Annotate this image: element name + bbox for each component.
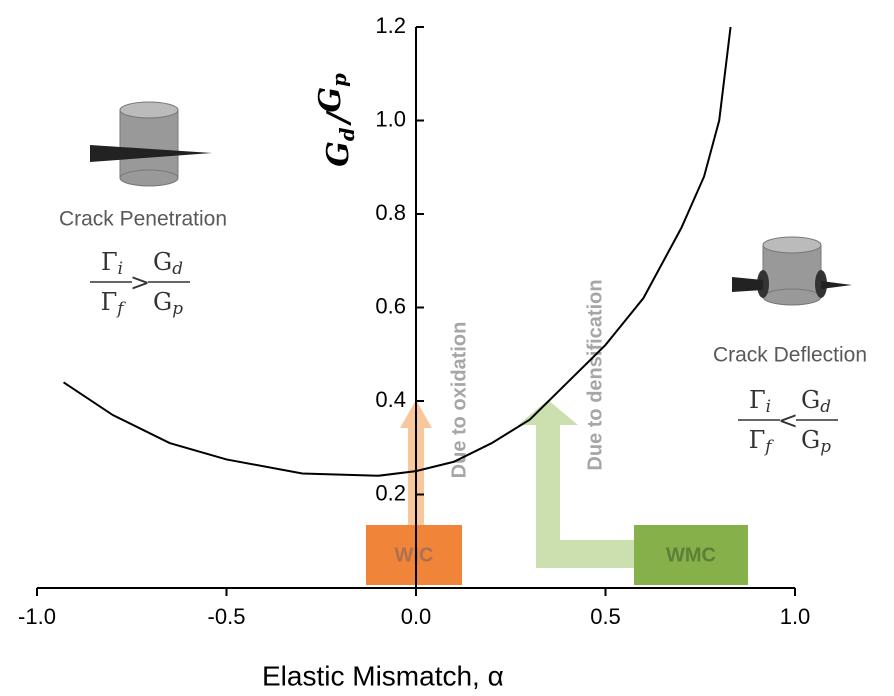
- formula-term: Gd: [801, 386, 831, 416]
- x-tick-label: -1.0: [18, 604, 56, 629]
- wic-box: [366, 525, 462, 585]
- wmc-box: [634, 525, 748, 585]
- x-tick-label: 1.0: [780, 604, 811, 629]
- formula-operator: >: [130, 269, 150, 297]
- formula-term: Gd: [153, 248, 183, 278]
- formula-term-base: G: [801, 426, 820, 454]
- penetration-icon: [90, 101, 212, 187]
- x-tick-label: 0.5: [590, 604, 621, 629]
- formula-term-base: G: [153, 288, 172, 316]
- y-tick-label: 1.0: [375, 106, 406, 131]
- formula-term-sub: p: [172, 298, 183, 318]
- formula-term-base: G: [801, 386, 820, 414]
- formula-term-sub: i: [766, 396, 771, 416]
- formula-term: Gp: [801, 426, 831, 456]
- formula-term: Γf: [749, 426, 775, 456]
- y-axis-label: Gd/Gp: [313, 73, 359, 167]
- y-label-slash: /: [321, 109, 356, 126]
- x-tick-label: -0.5: [208, 604, 246, 629]
- formula-term-base: Γ: [749, 426, 766, 454]
- penetration-label: Crack Penetration: [59, 208, 227, 231]
- formula-term-base: Γ: [101, 248, 118, 276]
- formula-term-sub: f: [115, 298, 126, 318]
- y-tick-label: 0.4: [375, 387, 406, 412]
- formula-term-sub: i: [118, 258, 123, 278]
- formula-term-base: Γ: [749, 386, 766, 414]
- y-tick-label: 1.2: [375, 13, 406, 38]
- wic-label: WIC: [395, 544, 434, 566]
- formula-term: Γi: [749, 386, 771, 416]
- formula-operator: <: [778, 407, 798, 435]
- curve: [62, 26, 732, 477]
- x-tick-label: 0.0: [401, 604, 432, 629]
- formula-term-sub: f: [763, 436, 774, 456]
- y-tick-label: 0.2: [375, 480, 406, 505]
- formula-term-base: G: [153, 248, 172, 276]
- y-label-base: G: [313, 87, 348, 113]
- deflection-label: Crack Deflection: [713, 344, 867, 367]
- y-label-sub: d: [336, 127, 359, 141]
- wmc-arrow: [518, 400, 634, 568]
- y-tick-label: 0.6: [375, 293, 406, 318]
- y-label-base: G: [321, 141, 356, 167]
- densification-label: Due to densification: [584, 279, 606, 470]
- formula-term: Γf: [101, 288, 127, 318]
- y-tick-label: 0.8: [375, 200, 406, 225]
- y-label-sub: p: [328, 73, 351, 87]
- wmc-label: WMC: [666, 544, 716, 566]
- deflection-icon: [732, 236, 852, 306]
- formula-term-sub: d: [172, 258, 183, 278]
- formula-term: Γi: [101, 248, 123, 278]
- formula-term: Gp: [153, 288, 183, 318]
- formula-term-sub: p: [820, 436, 831, 456]
- oxidation-label: Due to oxidation: [448, 322, 470, 479]
- formula-term-base: Γ: [101, 288, 118, 316]
- x-axis-label: Elastic Mismatch, α: [262, 660, 504, 691]
- formula-term-sub: d: [820, 396, 831, 416]
